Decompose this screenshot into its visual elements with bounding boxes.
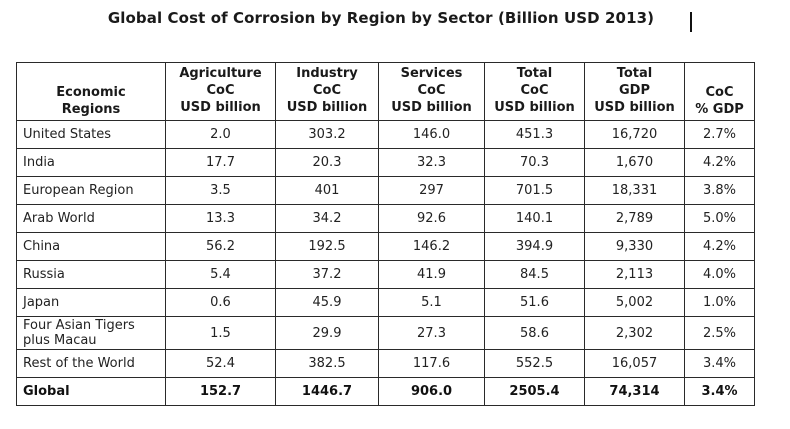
total-coc-cell: 394.9 [484, 232, 585, 261]
industry-cell: 192.5 [275, 232, 379, 261]
table-row: Four Asian Tigers plus Macau 1.5 29.9 27.3 58… [16, 316, 755, 350]
agriculture-cell: 52.4 [165, 349, 276, 378]
services-cell: 27.3 [378, 316, 485, 350]
total-coc-cell: 70.3 [484, 148, 585, 177]
header-coc-pct-gdp: CoC % GDP [684, 62, 755, 121]
table-total-row: Global 152.7 1446.7 906.0 2505.4 74,314 3.4% [16, 377, 755, 406]
industry-cell: 37.2 [275, 260, 379, 289]
table-row: Rest of the World 52.4 382.5 117.6 552.5 16,0… [16, 349, 755, 378]
agriculture-cell: 2.0 [165, 120, 276, 149]
table-row: China 56.2 192.5 146.2 394.9 9,330 4.2% [16, 232, 755, 261]
page-title: Global Cost of Corrosion by Region by Se… [107, 9, 655, 27]
coc-pct-gdp-cell: 2.5% [684, 316, 755, 350]
industry-cell: 303.2 [275, 120, 379, 149]
total-gdp-cell: 1,670 [584, 148, 685, 177]
text-cursor [690, 12, 692, 32]
table-row: India 17.7 20.3 32.3 70.3 1,670 4.2% [16, 148, 755, 177]
industry-cell: 382.5 [275, 349, 379, 378]
agriculture-cell: 1.5 [165, 316, 276, 350]
total-coc-cell: 58.6 [484, 316, 585, 350]
coc-pct-gdp-cell: 3.4% [684, 349, 755, 378]
total-gdp-cell: 16,057 [584, 349, 685, 378]
total-coc-cell: 51.6 [484, 288, 585, 317]
corrosion-cost-table: Economic Regions Agriculture CoC USD bil… [16, 62, 755, 406]
total-gdp-cell: 16,720 [584, 120, 685, 149]
region-cell: India [16, 148, 166, 177]
table-row: European Region 3.5 401 297 701.5 18,331 3.8% [16, 176, 755, 205]
region-cell: United States [16, 120, 166, 149]
total-gdp-cell: 2,302 [584, 316, 685, 350]
coc-pct-gdp-cell: 3.4% [684, 377, 755, 406]
services-cell: 92.6 [378, 204, 485, 233]
industry-cell: 401 [275, 176, 379, 205]
services-cell: 5.1 [378, 288, 485, 317]
total-gdp-cell: 74,314 [584, 377, 685, 406]
total-gdp-cell: 2,789 [584, 204, 685, 233]
total-gdp-cell: 5,002 [584, 288, 685, 317]
services-cell: 297 [378, 176, 485, 205]
industry-cell: 45.9 [275, 288, 379, 317]
coc-pct-gdp-cell: 4.2% [684, 148, 755, 177]
table-header-row: Economic Regions Agriculture CoC USD bil… [16, 62, 755, 121]
industry-cell: 34.2 [275, 204, 379, 233]
region-cell: Arab World [16, 204, 166, 233]
services-cell: 41.9 [378, 260, 485, 289]
table-row: Japan 0.6 45.9 5.1 51.6 5,002 1.0% [16, 288, 755, 317]
header-services: Services CoC USD billion [378, 62, 485, 121]
region-cell: Russia [16, 260, 166, 289]
table-row: Arab World 13.3 34.2 92.6 140.1 2,789 5.0% [16, 204, 755, 233]
coc-pct-gdp-cell: 5.0% [684, 204, 755, 233]
table-row: United States 2.0 303.2 146.0 451.3 16,720 2.7… [16, 120, 755, 149]
industry-cell: 1446.7 [275, 377, 379, 406]
region-cell: Four Asian Tigers plus Macau [16, 316, 166, 350]
coc-pct-gdp-cell: 1.0% [684, 288, 755, 317]
total-coc-cell: 140.1 [484, 204, 585, 233]
table-row: Russia 5.4 37.2 41.9 84.5 2,113 4.0% [16, 260, 755, 289]
region-cell: European Region [16, 176, 166, 205]
services-cell: 117.6 [378, 349, 485, 378]
total-coc-cell: 552.5 [484, 349, 585, 378]
total-coc-cell: 701.5 [484, 176, 585, 205]
industry-cell: 29.9 [275, 316, 379, 350]
agriculture-cell: 3.5 [165, 176, 276, 205]
industry-cell: 20.3 [275, 148, 379, 177]
services-cell: 32.3 [378, 148, 485, 177]
header-total-gdp: Total GDP USD billion [584, 62, 685, 121]
services-cell: 906.0 [378, 377, 485, 406]
coc-pct-gdp-cell: 2.7% [684, 120, 755, 149]
region-cell: Japan [16, 288, 166, 317]
agriculture-cell: 5.4 [165, 260, 276, 289]
header-industry: Industry CoC USD billion [275, 62, 379, 121]
total-gdp-cell: 9,330 [584, 232, 685, 261]
header-economic-regions: Economic Regions [16, 62, 166, 121]
region-cell: Global [16, 377, 166, 406]
total-gdp-cell: 2,113 [584, 260, 685, 289]
coc-pct-gdp-cell: 4.2% [684, 232, 755, 261]
agriculture-cell: 152.7 [165, 377, 276, 406]
total-coc-cell: 2505.4 [484, 377, 585, 406]
total-gdp-cell: 18,331 [584, 176, 685, 205]
coc-pct-gdp-cell: 4.0% [684, 260, 755, 289]
region-cell: China [16, 232, 166, 261]
agriculture-cell: 13.3 [165, 204, 276, 233]
total-coc-cell: 84.5 [484, 260, 585, 289]
services-cell: 146.0 [378, 120, 485, 149]
agriculture-cell: 17.7 [165, 148, 276, 177]
header-agriculture: Agriculture CoC USD billion [165, 62, 276, 121]
agriculture-cell: 0.6 [165, 288, 276, 317]
header-total-coc: Total CoC USD billion [484, 62, 585, 121]
coc-pct-gdp-cell: 3.8% [684, 176, 755, 205]
services-cell: 146.2 [378, 232, 485, 261]
agriculture-cell: 56.2 [165, 232, 276, 261]
total-coc-cell: 451.3 [484, 120, 585, 149]
region-cell: Rest of the World [16, 349, 166, 378]
